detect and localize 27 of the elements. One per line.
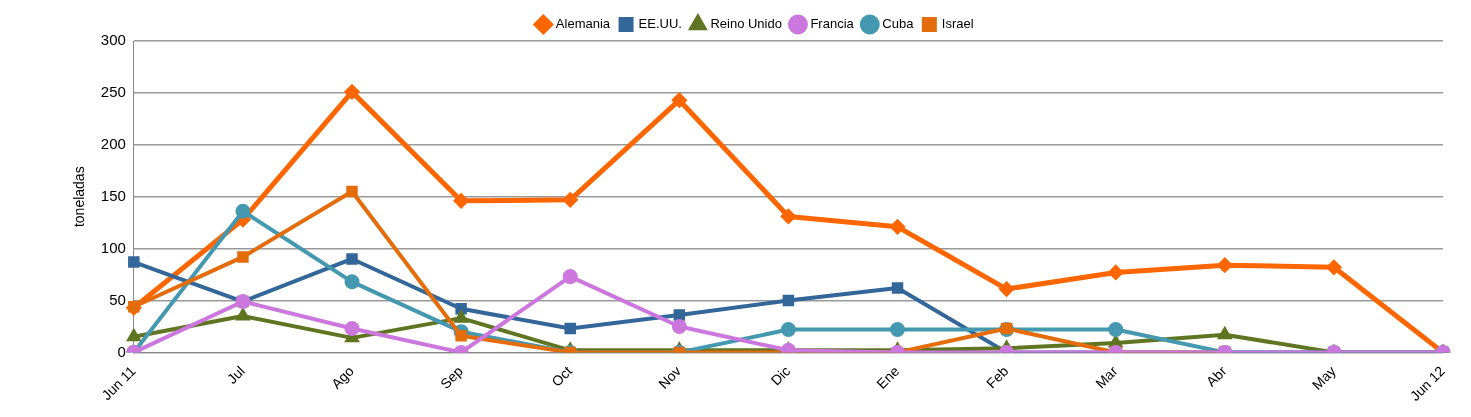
x-tick-label: Ago xyxy=(327,362,358,392)
y-tick-label: 150 xyxy=(100,186,126,204)
legend-label: Alemania xyxy=(555,16,611,32)
x-tick-label: Abr xyxy=(1202,362,1230,390)
y-tick-label: 50 xyxy=(109,290,126,308)
x-tick-label: Nov xyxy=(655,362,685,392)
x-tick-label: Jun 12 xyxy=(1406,362,1448,404)
x-tick-label: Sep xyxy=(437,362,467,392)
x-tick-label: Dic xyxy=(767,362,794,389)
y-tick-label: 250 xyxy=(100,83,126,101)
y-axis-title: toneladas xyxy=(71,166,88,228)
y-tick-label: 300 xyxy=(100,31,126,49)
y-tick-label: 0 xyxy=(117,342,126,360)
y-tick-label: 100 xyxy=(100,238,126,256)
x-tick-label: Ene xyxy=(873,362,903,392)
x-tick-label: Jun 11 xyxy=(98,362,139,404)
x-tick-label: Jul xyxy=(223,362,248,387)
x-tick-label: Oct xyxy=(548,362,576,390)
legend-label: Reino Unido xyxy=(710,16,782,32)
x-tick-label: Feb xyxy=(983,362,1012,392)
legend-label: Israel xyxy=(941,16,974,32)
legend-label: EE.UU. xyxy=(638,16,682,32)
legend-label: Francia xyxy=(810,16,855,32)
x-tick-label: May xyxy=(1308,362,1339,393)
x-tick-label: Mar xyxy=(1092,362,1121,392)
legend-label: Cuba xyxy=(882,16,915,32)
y-tick-label: 200 xyxy=(100,134,126,152)
